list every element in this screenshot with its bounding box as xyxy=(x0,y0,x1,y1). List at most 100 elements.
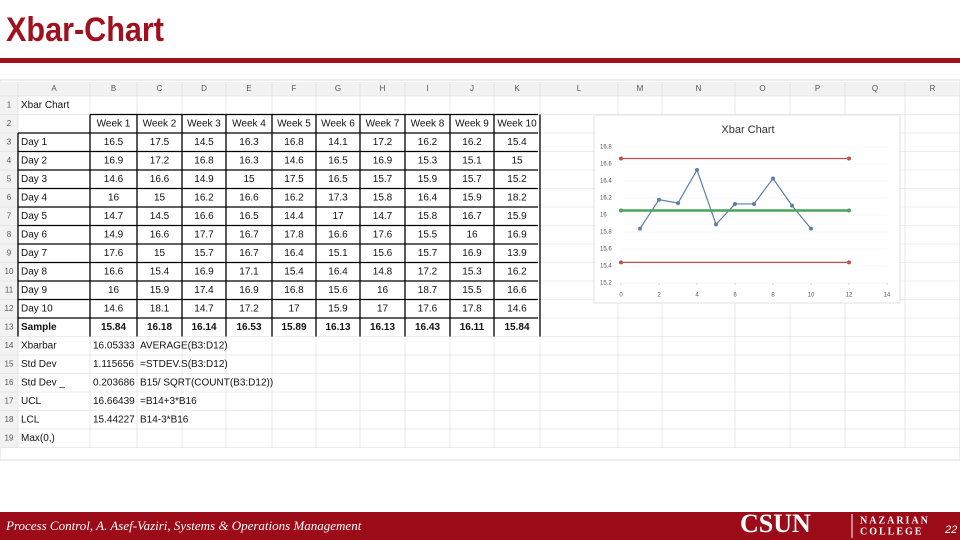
day-value: 16.8 xyxy=(194,156,214,167)
point xyxy=(714,222,718,227)
day-label: Day 9 xyxy=(21,285,48,296)
column-header: Q xyxy=(872,84,878,93)
row-number: 6 xyxy=(7,193,12,202)
day-label: Day 3 xyxy=(21,174,48,185)
day-value: 14.6 xyxy=(104,304,124,315)
row-number: 1 xyxy=(7,101,12,110)
day-label: Day 8 xyxy=(21,267,48,278)
y-tick-label: 15.2 xyxy=(600,281,612,287)
day-value: 16.3 xyxy=(239,137,259,148)
week-header: Week 7 xyxy=(366,119,400,130)
day-value: 18.2 xyxy=(507,193,527,204)
point xyxy=(695,167,699,172)
point xyxy=(619,208,623,213)
row-number: 12 xyxy=(5,304,14,313)
day-label: Day 1 xyxy=(21,137,48,148)
row-number: 16 xyxy=(5,378,14,387)
point xyxy=(619,260,623,265)
sample-value: 16.11 xyxy=(460,322,485,333)
sample-value: 16.18 xyxy=(147,322,172,333)
day-value: 16.7 xyxy=(239,230,259,241)
day-value: 17.6 xyxy=(104,248,124,259)
point xyxy=(676,201,680,206)
day-value: 15.9 xyxy=(418,174,438,185)
x-tick-label: 14 xyxy=(884,293,891,299)
sample-value: 16.53 xyxy=(236,322,261,333)
y-tick-label: 16.6 xyxy=(600,162,612,168)
column-header: L xyxy=(577,84,582,93)
day-value: 17.4 xyxy=(194,285,214,296)
row-number: 3 xyxy=(7,138,12,147)
day-value: 14.8 xyxy=(373,267,393,278)
day-value: 16.8 xyxy=(284,137,304,148)
day-value: 14.7 xyxy=(104,211,124,222)
day-value: 15.5 xyxy=(418,230,438,241)
row-number: 13 xyxy=(5,323,14,332)
day-value: 16.9 xyxy=(507,230,527,241)
row-number: 18 xyxy=(5,415,14,424)
row-header-bar xyxy=(0,96,18,448)
cell: Max(0,) xyxy=(21,433,55,444)
day-value: 14.5 xyxy=(194,137,214,148)
day-value: 15.7 xyxy=(194,248,214,259)
column-header: G xyxy=(335,84,341,93)
day-value: 17.5 xyxy=(284,174,304,185)
day-value: 17.3 xyxy=(328,193,348,204)
day-value: 16.5 xyxy=(239,211,259,222)
day-value: 15.8 xyxy=(373,193,393,204)
column-header: K xyxy=(514,84,520,93)
day-value: 16.4 xyxy=(418,193,438,204)
day-value: 15 xyxy=(243,174,255,185)
day-value: 15.6 xyxy=(328,285,348,296)
column-header: H xyxy=(380,84,386,93)
day-value: 16.8 xyxy=(284,285,304,296)
series-line xyxy=(639,168,812,229)
day-value: 15 xyxy=(154,193,166,204)
day-value: 17.2 xyxy=(373,137,393,148)
day-value: 14.7 xyxy=(194,304,214,315)
day-value: 14.6 xyxy=(507,304,527,315)
week-header: Week 5 xyxy=(277,119,311,130)
y-tick-label: 16 xyxy=(600,213,607,219)
day-value: 16.6 xyxy=(328,230,348,241)
college-line-1: NAZARIAN xyxy=(860,515,930,526)
day-value: 17.2 xyxy=(239,304,259,315)
day-value: 14.6 xyxy=(284,156,304,167)
day-value: 17 xyxy=(377,304,389,315)
day-value: 17 xyxy=(332,211,344,222)
day-value: 16.4 xyxy=(328,267,348,278)
stat-label: Xbarbar xyxy=(21,341,57,352)
day-value: 16 xyxy=(108,193,120,204)
day-value: 16.9 xyxy=(239,285,259,296)
day-value: 16.9 xyxy=(194,267,214,278)
column-header: A xyxy=(51,84,57,93)
day-label: Day 2 xyxy=(21,156,48,167)
column-header: I xyxy=(426,84,428,93)
x-tick-label: 2 xyxy=(657,293,661,299)
day-label: Day 4 xyxy=(21,193,48,204)
day-value: 18.7 xyxy=(418,285,438,296)
point xyxy=(809,226,813,231)
row-number: 4 xyxy=(7,156,12,165)
column-header: J xyxy=(470,84,474,93)
stat-formula: AVERAGE(B3:D12) xyxy=(140,341,228,352)
row-number: 19 xyxy=(5,434,14,443)
day-value: 15.9 xyxy=(462,193,482,204)
x-tick-label: 12 xyxy=(846,293,853,299)
row-number: 8 xyxy=(7,230,12,239)
day-value: 15.2 xyxy=(507,174,527,185)
day-value: 17.6 xyxy=(418,304,438,315)
day-value: 14.6 xyxy=(104,174,124,185)
week-header: Week 2 xyxy=(143,119,177,130)
day-value: 16.6 xyxy=(507,285,527,296)
day-value: 16.6 xyxy=(150,174,170,185)
y-tick-label: 15.6 xyxy=(600,247,612,253)
day-value: 15.1 xyxy=(462,156,482,167)
day-value: 16.5 xyxy=(328,156,348,167)
day-value: 17.8 xyxy=(284,230,304,241)
day-label: Day 6 xyxy=(21,230,48,241)
day-value: 16.5 xyxy=(328,174,348,185)
sample-value: 16.43 xyxy=(415,322,440,333)
y-tick-label: 16.4 xyxy=(600,179,612,185)
